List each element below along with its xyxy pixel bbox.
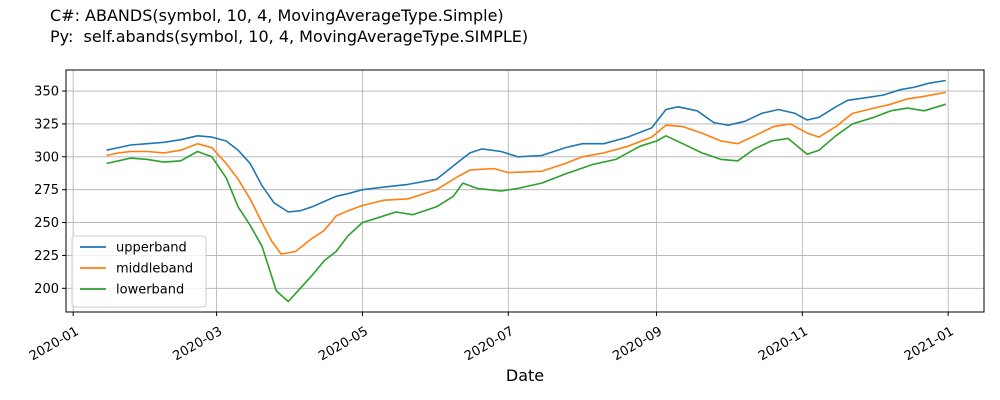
x-tick-label: 2020-09 bbox=[610, 324, 665, 364]
chart-title-line-2: Py: self.abands(symbol, 10, 4, MovingAve… bbox=[50, 27, 529, 46]
series-line-lowerband bbox=[106, 103, 947, 303]
chart-title-line-1: C#: ABANDS(symbol, 10, 4, MovingAverageT… bbox=[50, 6, 504, 25]
series-line-middleband bbox=[106, 91, 946, 255]
plot-frame bbox=[65, 69, 985, 313]
y-tick-label: 275 bbox=[34, 183, 59, 198]
y-tick-label: 325 bbox=[34, 117, 59, 132]
y-tick-label: 225 bbox=[34, 249, 59, 264]
x-tick-label: 2020-01 bbox=[27, 324, 82, 364]
legend-label-upperband: upperband bbox=[116, 241, 187, 256]
x-tick-label: 2021-01 bbox=[902, 324, 957, 364]
y-tick-label: 350 bbox=[34, 85, 59, 100]
y-tick-label: 200 bbox=[34, 282, 59, 297]
x-tick-label: 2020-07 bbox=[462, 324, 517, 364]
plot-series bbox=[106, 79, 947, 303]
y-tick-label: 250 bbox=[34, 216, 59, 231]
y-tick-label: 300 bbox=[34, 150, 59, 165]
legend-label-middleband: middleband bbox=[116, 262, 193, 277]
x-tick-label: 2020-11 bbox=[756, 324, 811, 364]
x-tick-label: 2020-03 bbox=[170, 324, 225, 364]
series-line-upperband bbox=[106, 79, 946, 213]
x-tick-label: 2020-05 bbox=[316, 324, 371, 364]
y-axis: 200 225 250 275 300 325 350 bbox=[34, 85, 66, 297]
legend-label-lowerband: lowerband bbox=[116, 283, 184, 298]
legend: upperband middleband lowerband bbox=[71, 235, 207, 308]
x-axis: 2020-01 2020-03 2020-05 2020-07 2020-09 2020-… bbox=[27, 312, 957, 364]
x-axis-label: Date bbox=[506, 366, 544, 385]
